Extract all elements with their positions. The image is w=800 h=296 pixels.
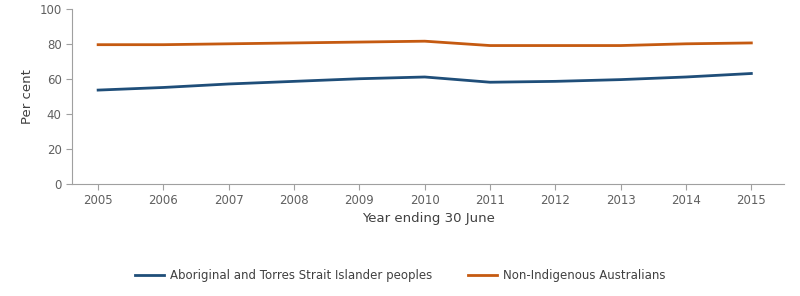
Aboriginal and Torres Strait Islander peoples — [550, 80, 560, 83]
Aboriginal and Torres Strait Islander peoples — [746, 72, 756, 75]
Non-Indigenous Australians — [354, 40, 364, 44]
X-axis label: Year ending 30 June: Year ending 30 June — [362, 213, 494, 226]
Non-Indigenous Australians — [94, 43, 103, 46]
Aboriginal and Torres Strait Islander peoples — [486, 81, 495, 84]
Line: Aboriginal and Torres Strait Islander peoples: Aboriginal and Torres Strait Islander pe… — [98, 73, 751, 90]
Non-Indigenous Australians — [616, 44, 626, 47]
Non-Indigenous Australians — [420, 39, 430, 43]
Aboriginal and Torres Strait Islander peoples — [682, 75, 691, 79]
Non-Indigenous Australians — [224, 42, 234, 46]
Aboriginal and Torres Strait Islander peoples — [616, 78, 626, 81]
Aboriginal and Torres Strait Islander peoples — [420, 75, 430, 79]
Non-Indigenous Australians — [550, 44, 560, 47]
Aboriginal and Torres Strait Islander peoples — [158, 86, 168, 89]
Aboriginal and Torres Strait Islander peoples — [94, 88, 103, 92]
Non-Indigenous Australians — [158, 43, 168, 46]
Aboriginal and Torres Strait Islander peoples — [354, 77, 364, 81]
Legend: Aboriginal and Torres Strait Islander peoples, Non-Indigenous Australians: Aboriginal and Torres Strait Islander pe… — [130, 265, 670, 287]
Non-Indigenous Australians — [486, 44, 495, 47]
Non-Indigenous Australians — [746, 41, 756, 45]
Aboriginal and Torres Strait Islander peoples — [224, 82, 234, 86]
Y-axis label: Per cent: Per cent — [21, 69, 34, 124]
Aboriginal and Torres Strait Islander peoples — [290, 80, 299, 83]
Line: Non-Indigenous Australians: Non-Indigenous Australians — [98, 41, 751, 46]
Non-Indigenous Australians — [682, 42, 691, 46]
Non-Indigenous Australians — [290, 41, 299, 45]
